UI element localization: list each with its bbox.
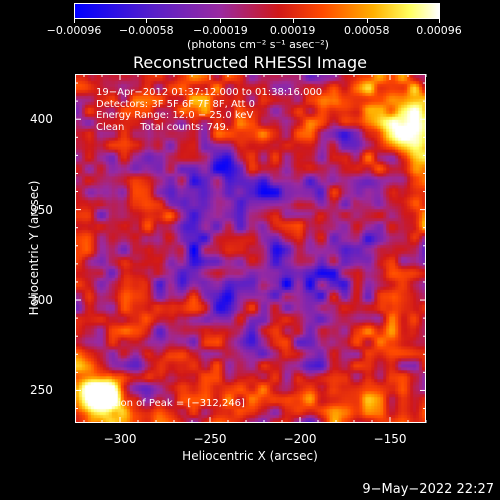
y-tick-label: 400 <box>30 112 53 127</box>
colorbar-tick-label: 0.00058 <box>344 24 390 37</box>
info-detectors: Detectors: 3F 5F 6F 7F 8F, Att 0 <box>96 98 256 110</box>
colorbar-tick-label: 0.00096 <box>416 24 462 37</box>
info-time-range: 19−Apr−2012 01:37:12.000 to 01:38:16.000 <box>96 87 323 98</box>
x-tick-label: −150 <box>373 432 407 446</box>
heatmap-image <box>76 75 425 422</box>
timestamp: 9−May−2022 22:27 <box>362 482 494 497</box>
colorbar-tick-label: −0.00058 <box>118 24 174 37</box>
info-energy-range: Energy Range: 12.0 − 25.0 keV <box>96 110 254 121</box>
x-axis-title: Heliocentric X (arcsec) <box>182 449 318 463</box>
colorbar-units-label: (photons cm⁻² s⁻¹ asec⁻²) <box>187 38 329 51</box>
x-tick-label: −250 <box>193 432 227 446</box>
colorbar-tick <box>366 19 368 23</box>
colorbar-tick-label: −0.00019 <box>193 24 248 37</box>
observation-info: 19−Apr−2012 01:37:12.000 to 01:38:16.000… <box>96 87 322 133</box>
colorbar-tick <box>439 19 440 23</box>
x-tick-label: −200 <box>283 432 317 446</box>
x-tick-label: −300 <box>103 432 137 446</box>
colorbar-tick-label: −0.00096 <box>46 24 102 37</box>
colorbar <box>74 3 440 19</box>
y-tick-label: 350 <box>30 202 53 217</box>
y-axis-title: Heliocentric Y (arcsec) <box>27 180 41 316</box>
colorbar-tick <box>292 19 294 23</box>
colorbar-gradient <box>75 4 439 18</box>
chart-title: Reconstructed RHESSI Image <box>133 53 367 72</box>
y-tick-label: 300 <box>30 293 53 308</box>
colorbar-tick <box>146 19 148 23</box>
colorbar-tick <box>74 19 75 23</box>
colorbar-tick <box>220 19 222 23</box>
plot-area: 19−Apr−2012 01:37:12.000 to 01:38:16.000… <box>75 74 426 423</box>
info-clean-counts: Clean Total counts: 749. <box>96 121 230 133</box>
y-tick-label: 250 <box>30 383 53 398</box>
colorbar-tick-label: 0.00019 <box>269 24 316 37</box>
peak-position-label: Position of Peak = [−312,246] <box>94 398 245 409</box>
